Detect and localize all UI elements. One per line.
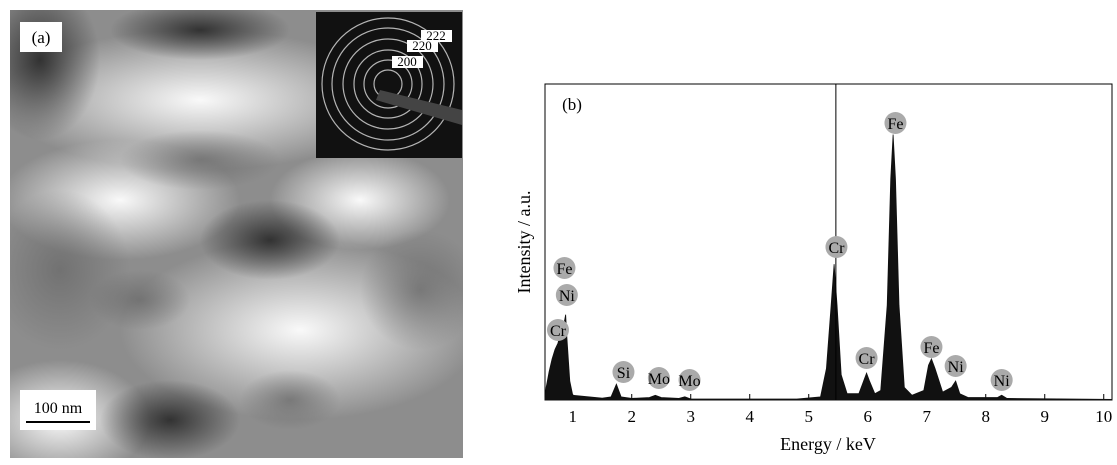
x-tick-label: 6 xyxy=(863,407,872,426)
x-tick-label: 10 xyxy=(1095,407,1112,426)
panel-label: (a) xyxy=(32,28,51,47)
x-tick-label: 7 xyxy=(922,407,931,426)
peak-label: Mo xyxy=(678,373,700,390)
x-tick-label: 4 xyxy=(745,407,754,426)
panel-label: (b) xyxy=(562,95,582,114)
peak-label: Mo xyxy=(648,371,670,388)
x-tick-label: 1 xyxy=(568,407,577,426)
inset-label: 200 xyxy=(397,54,417,69)
spectrum xyxy=(545,135,1112,400)
peak-label: Cr xyxy=(828,240,845,257)
peak-label: Cr xyxy=(859,351,876,368)
peak-label: Fe xyxy=(923,340,939,357)
inset-label: 220 xyxy=(412,38,432,53)
x-tick-label: 2 xyxy=(627,407,636,426)
x-tick-label: 9 xyxy=(1040,407,1049,426)
peak-label: Ni xyxy=(994,373,1011,390)
x-tick-label: 8 xyxy=(981,407,990,426)
peak-label: Fe xyxy=(556,261,572,278)
diffraction-inset: 222 220 200 xyxy=(316,12,462,158)
x-axis-label: Energy / keV xyxy=(780,434,876,454)
figure: 222 220 200 (a) 100 nm (b) Energy / keV … xyxy=(0,0,1117,460)
peak-label: Fe xyxy=(887,116,903,133)
y-axis-label: Intensity / a.u. xyxy=(514,191,534,294)
x-tick-label: 3 xyxy=(686,407,695,426)
peak-label: Si xyxy=(617,365,631,382)
peak-label: Ni xyxy=(559,288,576,305)
peak-label: Ni xyxy=(948,359,965,376)
scale-bar-label: 100 nm xyxy=(34,400,83,417)
peak-label: Cr xyxy=(550,323,567,340)
x-tick-label: 5 xyxy=(804,407,813,426)
